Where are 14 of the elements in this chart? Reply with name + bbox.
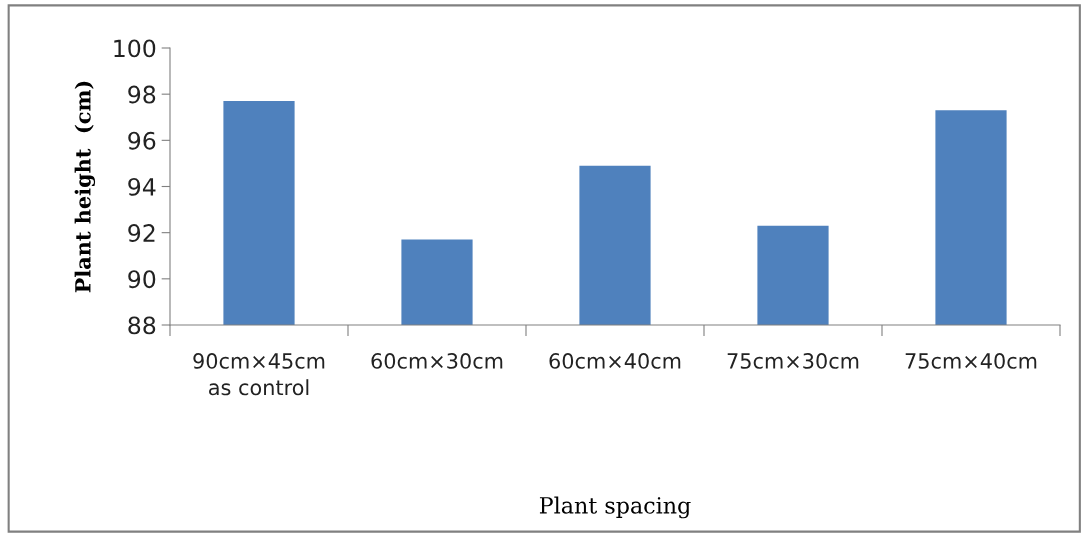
x-tick-label: 90cm×45cm as control [193, 353, 325, 396]
y-tick-label: 94 [128, 177, 156, 196]
x-tick-label: 60cm×40cm [549, 353, 681, 369]
y-axis-title: Plant height (cm) [74, 81, 96, 293]
x-axis-title: Plant spacing [539, 496, 691, 519]
y-tick-label: 92 [128, 224, 155, 242]
y-tick-label: 96 [128, 131, 156, 150]
y-tick-label: 88 [128, 316, 156, 335]
y-tick-label: 90 [128, 270, 156, 289]
x-tick-label: 60cm×30cm [371, 353, 503, 369]
y-tick-label: 98 [128, 85, 156, 104]
y-tick-label: 100 [114, 39, 156, 58]
x-tick-label: 75cm×40cm [905, 353, 1037, 369]
x-tick-label: 75cm×30cm [727, 353, 859, 369]
